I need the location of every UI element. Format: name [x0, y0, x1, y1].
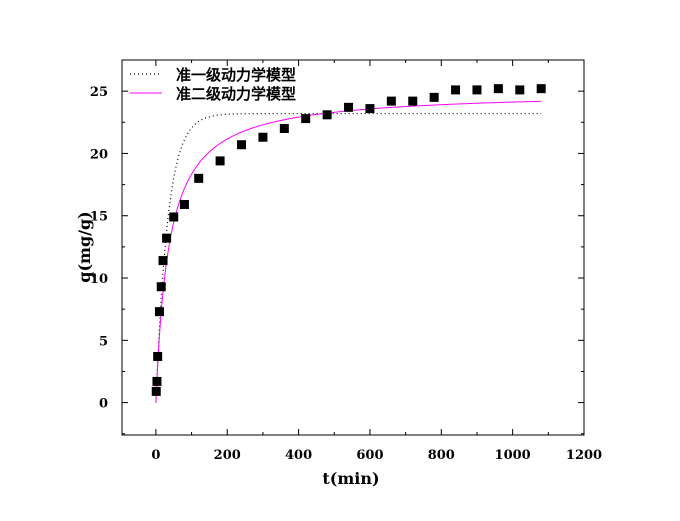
y-tick-label: 5 — [99, 334, 108, 349]
x-tick-label: 0 — [151, 448, 160, 463]
data-point — [194, 173, 204, 183]
y-tick-label: 20 — [90, 147, 108, 162]
plot-frame — [121, 59, 585, 436]
data-point — [215, 156, 225, 166]
data-point — [386, 96, 396, 106]
data-points — [151, 84, 546, 396]
data-point — [429, 92, 439, 102]
data-point — [322, 110, 332, 120]
data-point — [179, 200, 189, 210]
x-axis-tick-labels: 0 200 400 600 800 1000 1200 — [151, 448, 602, 463]
data-point — [154, 307, 164, 317]
data-point — [536, 84, 546, 94]
data-point — [152, 376, 162, 386]
x-axis-title: t(min) — [322, 469, 379, 488]
data-point — [153, 352, 163, 362]
x-tick-label: 800 — [428, 448, 455, 463]
y-tick-label: 0 — [99, 397, 108, 412]
data-point — [408, 96, 418, 106]
y-tick-label: 10 — [90, 272, 108, 287]
y-axis-title: q(mg/g) — [75, 211, 94, 282]
legend: 准一级动力学模型 准二级动力学模型 — [130, 66, 296, 103]
legend-label-pfo: 准一级动力学模型 — [176, 66, 296, 84]
data-point — [156, 282, 166, 292]
data-point — [493, 84, 503, 94]
data-point — [472, 85, 482, 95]
data-point — [151, 386, 161, 396]
data-point — [169, 212, 179, 222]
data-point — [515, 85, 525, 95]
data-point — [237, 140, 247, 150]
model-curves — [155, 100, 542, 403]
curve-pso — [155, 100, 542, 403]
data-point — [301, 114, 311, 124]
y-tick-label: 25 — [90, 85, 108, 100]
y-axis-tick-labels: 0 5 10 15 20 25 — [90, 85, 108, 411]
x-tick-label: 200 — [214, 448, 241, 463]
data-point — [451, 85, 461, 95]
y-tick-label: 15 — [90, 210, 108, 225]
data-point — [258, 132, 268, 142]
x-tick-label: 600 — [356, 448, 383, 463]
data-point — [344, 102, 354, 112]
x-axis-ticks — [155, 60, 585, 435]
x-tick-label: 1200 — [566, 448, 602, 463]
x-tick-label: 1000 — [495, 448, 531, 463]
data-point — [365, 104, 375, 114]
legend-label-pso: 准二级动力学模型 — [176, 85, 296, 103]
data-point — [279, 124, 289, 134]
y-axis-ticks — [122, 59, 584, 435]
x-tick-label: 400 — [285, 448, 312, 463]
data-point — [158, 256, 168, 266]
curve-pfo — [155, 112, 542, 403]
data-point — [162, 233, 172, 243]
